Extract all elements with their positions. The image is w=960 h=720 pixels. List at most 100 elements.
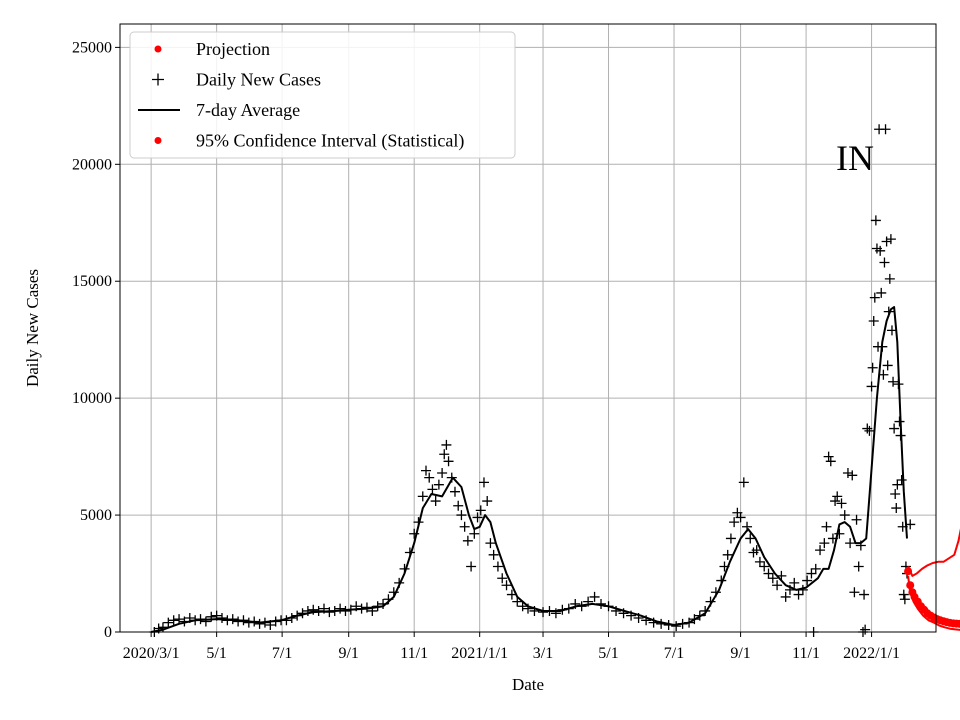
daily-case-marker — [806, 568, 817, 579]
daily-case-marker — [825, 456, 836, 467]
daily-case-marker — [517, 601, 528, 612]
legend-entry-label: 7-day Average — [196, 100, 300, 120]
region-annotation: IN — [836, 138, 874, 178]
daily-case-marker — [297, 608, 308, 619]
daily-case-marker — [206, 611, 217, 622]
daily-case-marker — [501, 580, 512, 591]
daily-case-marker — [538, 607, 549, 618]
daily-case-marker — [439, 449, 450, 460]
daily-case-marker — [157, 622, 168, 633]
daily-case-marker — [603, 601, 614, 612]
daily-case-marker — [544, 605, 555, 616]
daily-case-marker — [433, 479, 444, 490]
daily-case-marker — [897, 521, 908, 532]
daily-case-marker — [485, 538, 496, 549]
daily-case-marker — [745, 533, 756, 544]
daily-case-marker — [475, 505, 486, 516]
daily-case-marker — [767, 573, 778, 584]
daily-case-marker — [851, 514, 862, 525]
daily-case-marker — [722, 549, 733, 560]
daily-case-marker — [453, 500, 464, 511]
daily-case-marker — [834, 528, 845, 539]
daily-case-marker — [797, 584, 808, 595]
daily-case-marker — [819, 538, 830, 549]
daily-case-marker — [648, 617, 659, 628]
daily-case-marker — [886, 325, 897, 336]
y-tick-label: 0 — [104, 624, 112, 641]
daily-case-marker — [759, 561, 770, 572]
daily-case-marker — [413, 517, 424, 528]
daily-case-marker — [867, 362, 878, 373]
daily-case-marker — [449, 486, 460, 497]
daily-case-marker — [738, 477, 749, 488]
daily-case-marker — [163, 617, 174, 628]
daily-case-marker — [550, 608, 561, 619]
x-tick-label: 7/1 — [272, 645, 292, 662]
daily-case-marker — [443, 456, 454, 467]
daily-case-marker — [689, 614, 700, 625]
daily-case-marker — [308, 604, 319, 615]
daily-case-marker — [780, 591, 791, 602]
daily-case-marker — [394, 577, 405, 588]
daily-case-marker — [751, 545, 762, 556]
daily-case-marker — [243, 617, 254, 628]
daily-case-marker — [821, 521, 832, 532]
x-tick-label: 3/1 — [533, 645, 553, 662]
series-line-95-ci-lower — [907, 575, 960, 631]
daily-case-marker — [254, 618, 265, 629]
daily-case-marker — [404, 547, 415, 558]
daily-case-marker — [302, 605, 313, 616]
daily-case-marker — [456, 510, 467, 521]
daily-case-marker — [855, 540, 866, 551]
daily-case-marker — [888, 376, 899, 387]
daily-case-marker — [684, 617, 695, 628]
daily-case-marker — [772, 580, 783, 591]
daily-case-marker — [424, 472, 435, 483]
daily-case-marker — [190, 615, 201, 626]
daily-case-marker — [754, 556, 765, 567]
daily-case-marker — [836, 498, 847, 509]
daily-case-marker — [735, 512, 746, 523]
x-axis-label: Date — [512, 675, 544, 694]
daily-case-marker — [853, 561, 864, 572]
daily-case-marker — [583, 596, 594, 607]
daily-case-marker — [877, 341, 888, 352]
daily-case-marker — [195, 614, 206, 625]
legend-box — [129, 31, 516, 159]
y-tick-label: 20000 — [72, 156, 112, 173]
daily-case-marker — [742, 521, 753, 532]
daily-case-marker — [881, 236, 892, 247]
legend-entry-label: Daily New Cases — [196, 70, 321, 90]
daily-case-marker — [839, 510, 850, 521]
daily-case-marker — [845, 538, 856, 549]
daily-case-marker — [356, 603, 367, 614]
daily-case-marker — [885, 234, 896, 245]
daily-case-marker — [265, 619, 276, 630]
daily-case-marker — [849, 587, 860, 598]
legend-marker-dot — [154, 45, 162, 53]
daily-case-marker — [810, 563, 821, 574]
daily-case-marker — [281, 615, 292, 626]
daily-case-marker — [492, 561, 503, 572]
x-tick-label: 11/1 — [400, 645, 428, 662]
daily-case-marker — [893, 379, 904, 390]
daily-case-marker — [286, 612, 297, 623]
daily-case-marker — [427, 484, 438, 495]
legend: Projection Daily New Cases 7-day Average 95… — [129, 31, 516, 159]
legend-entry-label: 95% Confidence Interval (Statistical) — [196, 131, 464, 152]
x-tick-label: 5/1 — [598, 645, 618, 662]
daily-case-marker — [529, 605, 540, 616]
daily-case-marker — [776, 570, 787, 581]
daily-case-marker — [557, 604, 568, 615]
daily-case-marker — [417, 491, 428, 502]
daily-case-marker — [878, 369, 889, 380]
daily-case-marker — [626, 610, 637, 621]
daily-case-marker — [869, 292, 880, 303]
daily-case-marker — [671, 621, 682, 632]
daily-case-marker — [882, 360, 893, 371]
daily-case-marker — [763, 568, 774, 579]
daily-case-marker — [319, 603, 329, 614]
daily-case-marker — [883, 306, 894, 317]
daily-case-marker — [570, 598, 581, 609]
daily-case-marker — [462, 535, 473, 546]
